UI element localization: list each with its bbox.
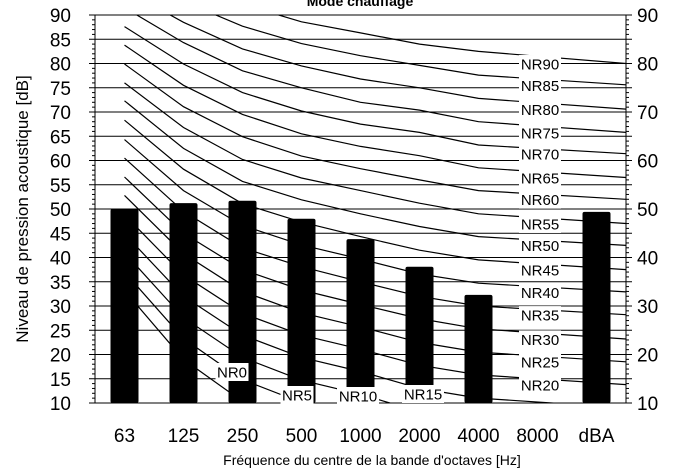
chart-title: Mode chauffage [307,0,414,9]
bar [287,218,316,403]
nr-label-bg [519,145,561,164]
x-axis-title: Fréquence du centre de la bande d'octave… [223,452,521,468]
nr-label: NR80 [521,102,559,119]
nr-label-bg [519,375,561,394]
nr-label-bg [215,363,249,381]
bar [169,203,198,403]
nr-curve [124,44,626,179]
nr-label-bg [337,387,379,405]
nr-label-bg [519,353,561,372]
x-tick-label: 125 [168,426,200,447]
nr-label-bg [519,306,561,325]
nr-label-bg [519,168,561,187]
y2-tick-label: 70 [637,103,658,124]
y2-tick-label: 20 [637,346,658,367]
nr-label: NR75 [521,125,559,142]
y-tick-label: 20 [50,346,71,367]
nr-curve [276,15,626,65]
y-tick-label: 50 [50,200,71,221]
y-tick-label: 15 [50,370,71,391]
nr-label-bg [519,214,561,233]
nr-curve [124,82,626,225]
bar [582,211,611,403]
nr-label-bg [519,100,561,119]
y-tick-label: 30 [50,297,71,318]
bars [110,200,611,403]
nr-label: NR65 [521,170,559,187]
y-tick-label: 25 [50,321,71,342]
x-tick-label: 2000 [398,426,440,447]
y-tick-label: 90 [50,6,71,27]
nr-label: NR85 [521,78,559,95]
nr-curve [214,15,626,86]
nr-label: NR15 [404,387,442,404]
y-tick-label: 40 [50,249,71,270]
nr-label-bg [519,283,561,302]
y-tick-label: 35 [50,273,71,294]
nr-label: NR70 [521,147,559,164]
nr-label: NR25 [521,355,559,372]
nr-label: NR0 [217,365,247,382]
y2-tick-label: 30 [637,297,658,318]
y-axis-title: Niveau de pression acoustique [dB] [13,75,32,342]
y-tick-label: 60 [50,152,71,173]
x-tick-label: 4000 [457,426,499,447]
bar [110,209,139,403]
nr-curve [124,26,626,155]
nr-curve [169,15,626,110]
nr-label: NR90 [521,57,559,74]
nr-label-bg [519,261,561,280]
nr-label-bg [519,123,561,142]
nr-label: NR50 [521,238,559,255]
x-tick-label: 8000 [516,426,558,447]
y-tick-label: 80 [50,55,71,76]
bar [464,294,493,403]
y2-tick-label: 40 [637,249,658,270]
y2-tick-label: 80 [637,55,658,76]
y-tick-label: 85 [50,30,71,51]
nr-curve-labels: NR90 NR85 NR80 NR75 NR70 NR65 NR60 NR55 NR50 NR45… [215,55,561,406]
y-tick-label: 75 [50,79,71,100]
nr-label: NR20 [521,377,559,394]
y-tick-label: 45 [50,224,71,245]
nr-curve [124,119,626,271]
y-tick-label: 10 [50,394,71,415]
x-tick-label: 500 [286,426,318,447]
nr-label-bg [519,76,561,95]
y2-tick-label: 10 [637,394,658,415]
x-tick-label: 63 [114,426,135,447]
nr-label-bg [519,55,561,74]
nr-curve [124,63,626,200]
nr-label-bg [519,190,561,209]
bar [405,266,434,403]
nr-curve [124,139,626,293]
x-tick-label: 250 [227,426,259,447]
nr-label-bg [519,330,561,349]
bar [228,200,257,403]
x-tick-label: 1000 [339,426,381,447]
nr-label: NR10 [339,389,377,406]
y-tick-label: 65 [50,127,71,148]
nr-label: NR60 [521,192,559,209]
axis-ticks: 10 15 20 25 30 35 40 45 50 55 60 65 70 75 80 85 90 10 20 30… [50,6,658,447]
y-tick-label: 70 [50,103,71,124]
y2-tick-label: 60 [637,152,658,173]
bar [346,239,375,403]
nr-curve [124,100,626,246]
nr-label: NR5 [282,388,312,405]
nr-label: NR45 [521,263,559,280]
nr-label-bg [402,385,444,403]
nr-curve [135,15,626,133]
nr-label: NR35 [521,308,559,325]
nr-label-bg [519,236,561,255]
y2-tick-label: 90 [637,6,658,27]
nr-label-bg [280,386,314,404]
y2-tick-label: 50 [637,200,658,221]
nr-label: NR40 [521,285,559,302]
y-tick-label: 55 [50,176,71,197]
nr-label: NR30 [521,332,559,349]
x-tick-label: dBA [579,426,615,447]
nr-label: NR55 [521,216,559,233]
